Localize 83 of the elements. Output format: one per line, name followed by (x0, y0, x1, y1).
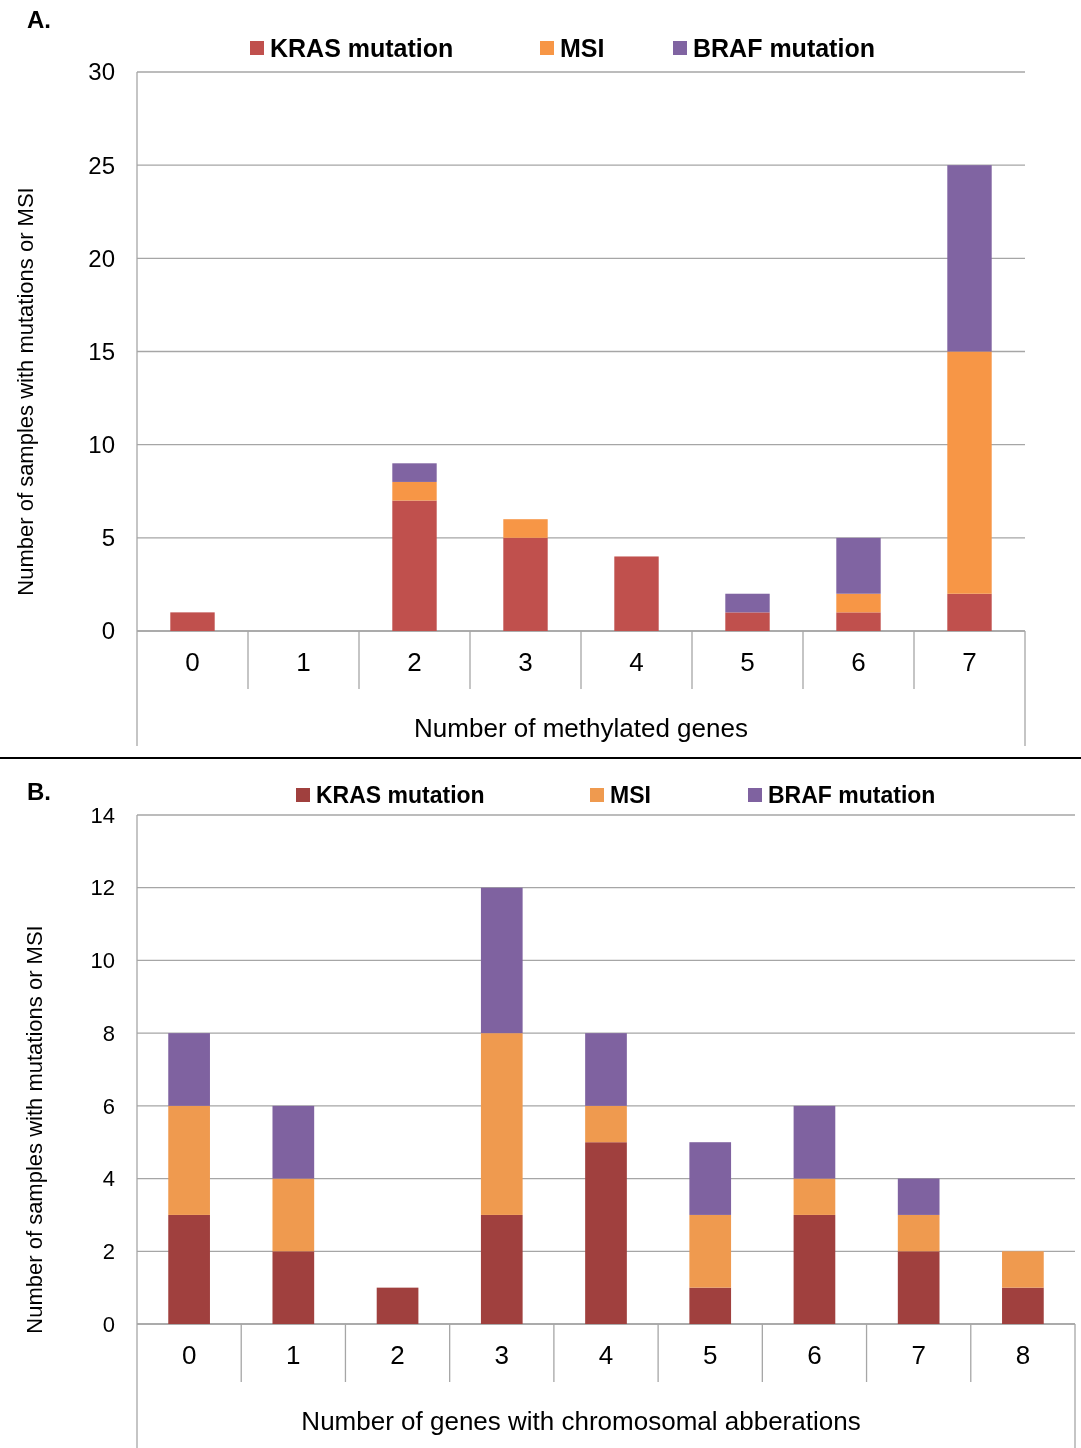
bar (689, 1214, 732, 1288)
bar (836, 593, 881, 613)
bar (947, 165, 992, 352)
bar (836, 537, 881, 594)
x-tick-label: 6 (851, 647, 866, 677)
x-tick-label: 1 (286, 1340, 301, 1370)
bar (272, 1251, 315, 1324)
bar (725, 593, 770, 613)
bar (793, 1214, 836, 1324)
bar (168, 1105, 210, 1215)
x-tick-label: 2 (407, 647, 422, 677)
x-tick-label: 2 (390, 1340, 405, 1370)
bar (614, 556, 659, 631)
y-tick-label: 20 (88, 244, 115, 272)
y-tick-label: 4 (102, 1166, 115, 1192)
bar (947, 593, 992, 631)
bar (793, 1178, 836, 1215)
bar (689, 1287, 732, 1324)
y-tick-label: 0 (101, 617, 115, 645)
bar (392, 481, 437, 501)
y-tick-label: 14 (90, 802, 115, 828)
x-axis-title: Number of methylated genes (414, 713, 748, 743)
x-tick-label: 7 (962, 647, 977, 677)
chart-title: A. (27, 6, 51, 33)
x-tick-label: 5 (740, 647, 755, 677)
bar (793, 1105, 836, 1179)
y-axis-title: Number of samples with mutations or MSI (22, 925, 47, 1334)
x-tick-label: 0 (185, 647, 200, 677)
bar (897, 1251, 940, 1324)
x-tick-label: 7 (911, 1340, 926, 1370)
bar (1002, 1251, 1044, 1288)
bar (503, 537, 548, 631)
bar (689, 1142, 732, 1215)
y-axis-title: Number of samples with mutations or MSI (13, 187, 38, 596)
y-tick-label: 0 (102, 1311, 115, 1337)
y-tick-label: 10 (90, 948, 115, 974)
bar (272, 1105, 315, 1179)
x-tick-label: 6 (807, 1340, 822, 1370)
bar (725, 612, 770, 631)
legend-label: BRAF mutation (768, 782, 936, 809)
y-tick-label: 25 (88, 151, 115, 179)
y-tick-label: 12 (90, 875, 115, 901)
bar (392, 500, 437, 631)
bar (392, 463, 437, 482)
bar (897, 1214, 940, 1252)
legend-label: BRAF mutation (693, 33, 875, 62)
y-tick-label: 2 (102, 1238, 115, 1264)
y-tick-label: 10 (88, 431, 115, 459)
x-tick-label: 1 (296, 647, 311, 677)
y-tick-label: 5 (101, 524, 115, 552)
bar (480, 1214, 523, 1324)
y-tick-label: 15 (88, 337, 115, 365)
legend-label: MSI (610, 782, 651, 809)
chart-title: B. (27, 778, 51, 805)
x-tick-label: 5 (702, 1340, 718, 1370)
legend-label: KRAS mutation (316, 782, 485, 809)
bar (503, 519, 548, 538)
x-tick-label: 8 (1015, 1340, 1031, 1370)
bar (170, 612, 215, 631)
x-tick-label: 4 (598, 1340, 614, 1370)
x-tick-label: 3 (518, 647, 533, 677)
bar (272, 1178, 315, 1252)
bar (947, 351, 992, 594)
legend-label: KRAS mutation (270, 33, 454, 62)
y-tick-label: 6 (102, 1093, 115, 1119)
bar (585, 1105, 627, 1143)
x-axis-title: Number of genes with chromosomal abberations (301, 1406, 861, 1436)
bar (168, 1214, 210, 1324)
bar (836, 612, 881, 631)
bar (1002, 1287, 1044, 1324)
y-tick-label: 30 (88, 58, 115, 86)
x-tick-label: 4 (629, 647, 644, 677)
bar (585, 1033, 627, 1106)
bar (168, 1033, 210, 1106)
bar (897, 1178, 940, 1215)
bar (480, 887, 523, 1034)
legend-label: MSI (560, 33, 605, 62)
y-tick-label: 8 (102, 1020, 115, 1046)
x-tick-label: 3 (494, 1340, 510, 1370)
bar (376, 1287, 419, 1324)
x-tick-label: 0 (181, 1340, 197, 1370)
bar (585, 1142, 627, 1324)
bar (480, 1033, 523, 1215)
